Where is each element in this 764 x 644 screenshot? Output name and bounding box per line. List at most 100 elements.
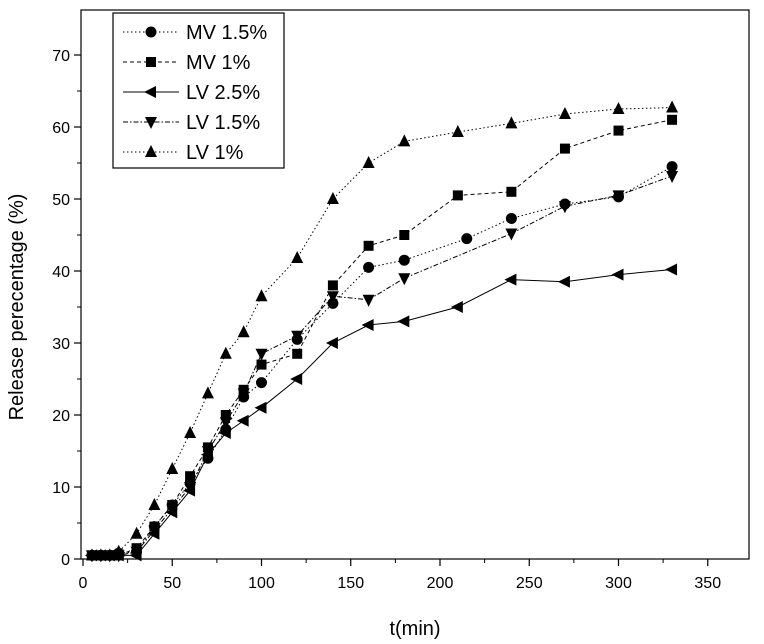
data-point (218, 427, 231, 439)
x-axis: 0 50 100 150 200 250 300 350 (79, 559, 721, 592)
legend-item: LV 1.5% (123, 112, 260, 134)
y-tick-label: 30 (52, 336, 70, 353)
data-point (451, 125, 464, 138)
series-line (91, 175, 673, 556)
data-point (256, 359, 267, 370)
data-point (103, 548, 116, 561)
data-point (201, 386, 214, 399)
data-point (148, 498, 161, 510)
legend-item: MV 1% (123, 52, 251, 74)
data-point (665, 263, 678, 276)
data-point (219, 417, 232, 430)
data-point (505, 212, 517, 224)
data-point (361, 319, 374, 331)
plot-frame (80, 9, 750, 560)
data-point (397, 315, 410, 328)
plot-border (80, 9, 750, 560)
y-tick-label: 70 (52, 48, 70, 65)
data-point (505, 116, 518, 129)
data-point (504, 273, 517, 286)
y-axis: 0 10 20 30 40 50 60 70 (52, 48, 81, 569)
data-point (558, 107, 571, 120)
data-point (506, 186, 517, 197)
data-point (236, 414, 249, 427)
data-point (505, 228, 518, 241)
data-point (611, 268, 624, 281)
data-point (94, 548, 107, 561)
data-point (326, 192, 339, 204)
data-point (452, 190, 463, 201)
data-point (666, 170, 679, 183)
legend-box (112, 12, 285, 169)
x-tick-label: 100 (248, 575, 275, 592)
y-tick-label: 0 (61, 552, 70, 569)
x-tick-label: 250 (516, 575, 543, 592)
series-line (91, 166, 673, 556)
data-point (363, 261, 375, 273)
legend-marker (145, 117, 157, 129)
x-tick-label: 0 (79, 575, 88, 592)
legend-marker (144, 86, 156, 98)
y-tick-label: 60 (52, 120, 70, 137)
legend-marker (146, 57, 156, 67)
data-point (612, 102, 625, 114)
data-point (256, 377, 267, 389)
legend-marker (145, 26, 157, 38)
data-point (398, 273, 411, 286)
series-line (91, 119, 673, 556)
y-tick-label: 20 (52, 408, 70, 425)
series-line (91, 107, 673, 556)
data-point (254, 401, 267, 414)
data-point (461, 233, 473, 245)
data-point (255, 289, 268, 302)
legend-label: LV 2.5% (186, 82, 260, 104)
data-point (325, 337, 338, 349)
data-point (292, 348, 303, 359)
data-point (237, 325, 250, 338)
data-point (398, 254, 410, 266)
data-point (363, 240, 374, 251)
series-lv-2-5 (84, 263, 678, 562)
data-point (291, 330, 304, 343)
data-point (613, 125, 624, 136)
legend-item: MV 1.5% (123, 22, 267, 44)
y-tick-label: 50 (52, 192, 70, 209)
data-point (184, 426, 197, 438)
data-point (327, 280, 338, 291)
data-point (184, 482, 197, 494)
legend-item: LV 1% (123, 142, 244, 164)
data-point (220, 410, 231, 420)
series-lv-1-5 (85, 170, 679, 563)
data-point (130, 546, 143, 559)
series-line (91, 269, 673, 556)
x-tick-label: 150 (337, 575, 364, 592)
data-point (237, 388, 250, 401)
data-point (290, 373, 303, 385)
data-point (667, 114, 678, 125)
data-point (112, 544, 125, 557)
data-point (166, 462, 179, 474)
data-point (362, 156, 375, 168)
x-tick-label: 200 (427, 575, 454, 592)
y-tick-label: 40 (52, 264, 70, 281)
data-point (166, 503, 179, 516)
data-point (201, 446, 214, 458)
legend-label: MV 1% (186, 52, 251, 74)
x-tick-label: 350 (694, 575, 721, 592)
series-lv-1 (85, 100, 679, 561)
x-axis-label: t(min) (389, 618, 440, 640)
legend: MV 1.5% MV 1% LV 2.5% LV 1.5% LV 1% (112, 12, 285, 169)
data-point (558, 201, 571, 214)
y-axis-label: Release perecentage (%) (6, 194, 28, 421)
data-point (255, 348, 268, 361)
legend-label: LV 1% (186, 142, 244, 164)
data-point (612, 190, 625, 203)
legend-item: LV 2.5% (123, 82, 260, 104)
data-point (326, 291, 339, 304)
data-point (399, 230, 410, 240)
data-point (219, 346, 232, 359)
legend-marker (145, 145, 157, 157)
data-point (130, 526, 143, 539)
data-point (327, 297, 339, 309)
